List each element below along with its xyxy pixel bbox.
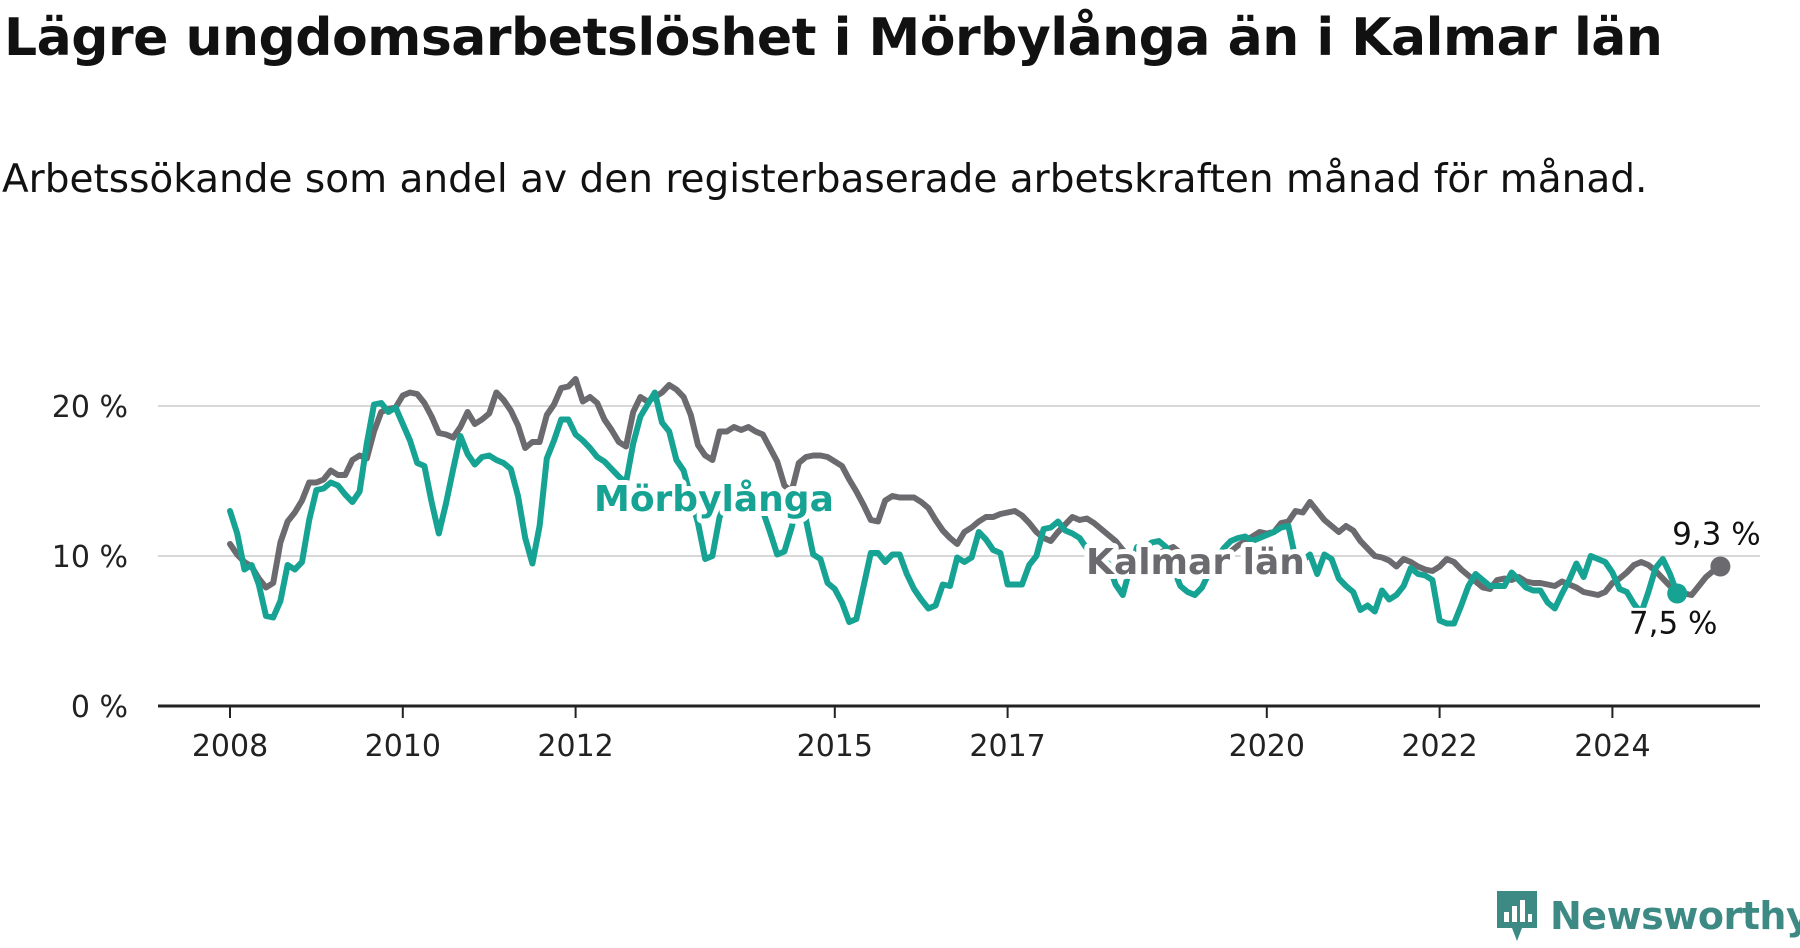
series-line-morbylanga [227, 389, 1681, 627]
x-tick-label: 2020 [1229, 729, 1305, 764]
x-tick-label: 2024 [1574, 729, 1650, 764]
y-tick-label: 0 % [71, 690, 128, 725]
end-marker-morbylanga [1667, 583, 1688, 604]
chart-labels: 9,3 % 7,5 % Mörbylånga Kalmar län [589, 474, 1764, 645]
chart-title: Lägre ungdomsarbetslöshet i Mörbylånga ä… [4, 8, 1663, 68]
series-line-kalmar-lan [227, 376, 1724, 598]
y-tick-label: 10 % [52, 540, 128, 575]
x-tick-label: 2008 [192, 729, 268, 764]
grid-lines [158, 405, 1760, 557]
x-tick-label: 2022 [1401, 729, 1477, 764]
newsworthy-logo-icon [1497, 891, 1537, 941]
end-marker-kalmar-lan [1710, 556, 1731, 577]
end-value-label-kalmar-lan: 9,3 % [1672, 517, 1761, 553]
newsworthy-logo: Newsworthy [1494, 888, 1800, 944]
series-label-kalmar-lan: Kalmar län [1086, 542, 1305, 583]
newsworthy-logo-text: Newsworthy [1550, 894, 1800, 938]
y-tick-label: 20 % [52, 390, 128, 425]
x-tick-label: 2010 [365, 729, 441, 764]
x-tick-label: 2012 [537, 729, 613, 764]
chart-subtitle: Arbetssökande som andel av den registerb… [2, 157, 1648, 202]
series-label-morbylanga: Mörbylånga [594, 479, 834, 520]
x-tick-label: 2017 [969, 729, 1045, 764]
end-value-label-morbylanga: 7,5 % [1629, 606, 1718, 642]
x-tick-label: 2015 [797, 729, 873, 764]
axes: 0 % 10 % 20 % 2008 2010 2012 2015 2017 2020 2022 2… [52, 390, 1760, 764]
series-lines [227, 376, 1724, 627]
